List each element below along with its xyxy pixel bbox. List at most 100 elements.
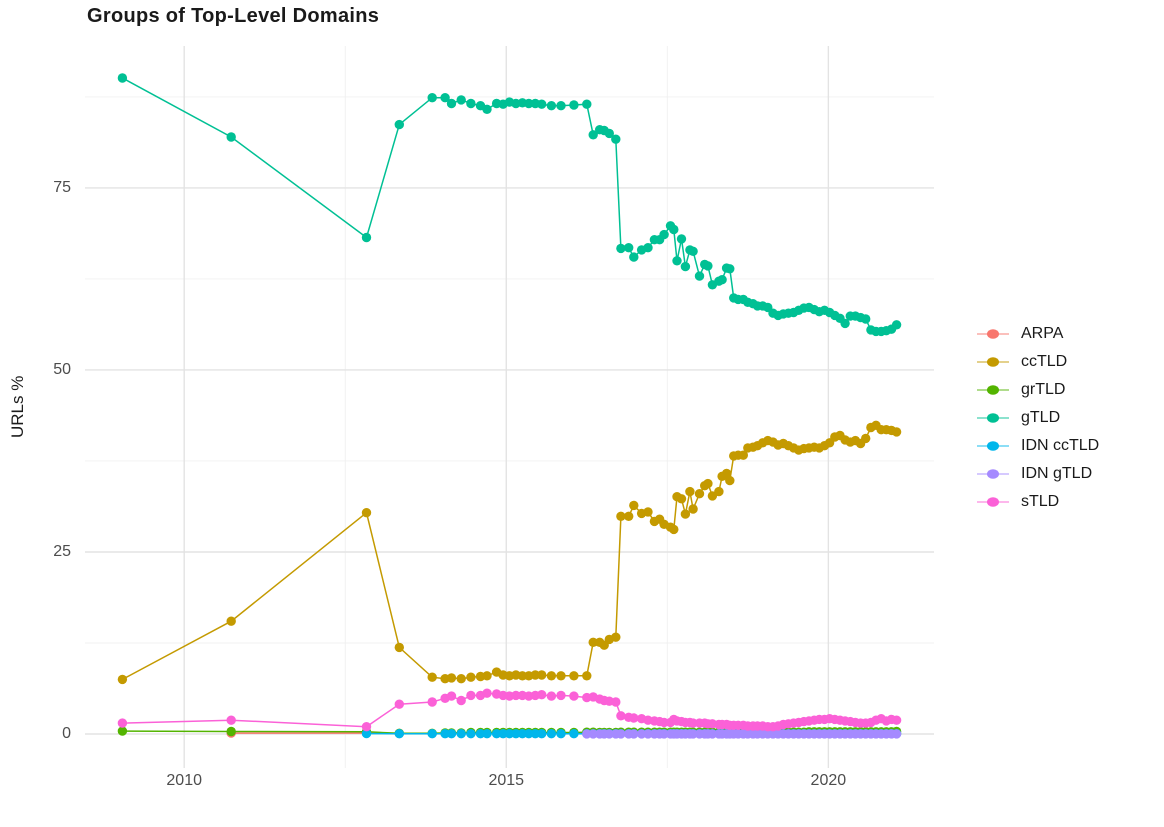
- data-point: [588, 637, 598, 647]
- legend-key-icon: [976, 381, 1010, 399]
- legend-item-gtld: gTLD: [976, 404, 1099, 432]
- data-point: [466, 98, 476, 109]
- legend-key-icon: [976, 493, 1010, 511]
- data-point: [117, 73, 128, 83]
- legend: ARPA ccTLD grTLD gTLD IDN ccTLD IDN gTLD sTLD: [976, 320, 1099, 516]
- legend-item-label: ARPA: [1021, 325, 1064, 342]
- data-point: [556, 671, 566, 681]
- data-point: [537, 729, 547, 739]
- data-point: [117, 718, 128, 728]
- data-point: [537, 690, 547, 700]
- data-point: [361, 722, 372, 732]
- data-point: [394, 699, 404, 709]
- data-point: [482, 729, 492, 739]
- data-point: [556, 690, 566, 701]
- data-point: [721, 468, 732, 479]
- data-point: [604, 128, 614, 139]
- data-point: [394, 119, 404, 130]
- data-point: [537, 99, 547, 109]
- data-point: [546, 691, 557, 701]
- data-point: [537, 670, 547, 680]
- legend-item-idn-gtld: IDN gTLD: [976, 460, 1099, 488]
- data-point: [482, 104, 492, 115]
- data-point: [629, 729, 639, 739]
- data-point: [680, 261, 691, 272]
- data-point: [456, 95, 466, 105]
- data-point: [680, 509, 691, 519]
- data-point: [643, 243, 653, 253]
- data-point: [427, 729, 437, 739]
- series-cctld: [117, 420, 902, 685]
- data-point: [688, 504, 698, 514]
- data-point: [672, 256, 682, 266]
- data-point: [629, 252, 639, 262]
- data-point: [556, 101, 566, 111]
- data-point: [361, 232, 372, 243]
- data-point: [226, 726, 236, 737]
- legend-item-label: IDN ccTLD: [1021, 437, 1100, 454]
- data-point: [643, 507, 653, 517]
- data-point: [703, 478, 713, 489]
- y-tick-label: 25: [53, 542, 71, 560]
- data-point: [611, 632, 621, 642]
- data-point: [117, 674, 128, 685]
- data-point: [546, 729, 557, 739]
- data-point: [861, 314, 871, 324]
- data-point: [475, 729, 486, 739]
- data-point: [703, 261, 713, 271]
- data-point: [582, 99, 592, 109]
- data-point: [725, 264, 735, 274]
- data-point: [226, 132, 236, 142]
- series-stld: [117, 688, 902, 732]
- legend-item-grtld: grTLD: [976, 376, 1099, 404]
- data-point: [688, 246, 698, 256]
- y-axis-label: URLs %: [8, 375, 27, 439]
- data-point: [725, 475, 735, 486]
- data-point: [427, 672, 437, 682]
- data-point: [694, 271, 705, 281]
- data-point: [714, 486, 724, 497]
- data-point: [738, 450, 748, 460]
- legend-item-label: ccTLD: [1021, 353, 1068, 370]
- data-point: [524, 729, 534, 739]
- legend-item-idn-cctld: IDN ccTLD: [976, 432, 1099, 460]
- legend-item-label: grTLD: [1021, 381, 1066, 398]
- data-point: [582, 671, 592, 681]
- y-tick-label: 75: [53, 178, 71, 196]
- data-point: [616, 511, 626, 521]
- data-point: [446, 673, 457, 683]
- data-point: [427, 93, 437, 103]
- data-point: [456, 695, 466, 706]
- data-point: [624, 511, 634, 521]
- series-idn-gtld: [582, 729, 902, 739]
- data-point: [891, 320, 902, 330]
- data-point: [717, 275, 727, 285]
- data-point: [624, 243, 634, 253]
- data-point: [556, 729, 566, 739]
- data-point: [482, 671, 492, 681]
- data-point: [491, 729, 502, 739]
- data-point: [466, 690, 476, 701]
- data-point: [117, 726, 128, 736]
- data-point: [588, 729, 598, 739]
- legend-item-stld: sTLD: [976, 488, 1099, 516]
- legend-key-icon: [976, 465, 1010, 483]
- legend-key-icon: [976, 353, 1010, 371]
- data-point: [676, 234, 687, 244]
- data-point: [446, 691, 457, 701]
- data-point: [891, 427, 902, 437]
- series-line: [122, 77, 898, 333]
- data-point: [226, 715, 236, 725]
- data-point: [511, 690, 521, 701]
- data-point: [569, 100, 579, 110]
- data-point: [616, 243, 626, 254]
- data-point: [659, 229, 669, 240]
- data-point: [861, 433, 871, 444]
- data-point: [226, 616, 236, 626]
- data-point: [611, 134, 621, 144]
- x-tick-label: 2010: [166, 772, 202, 789]
- data-point: [546, 671, 557, 681]
- data-point: [569, 691, 579, 701]
- data-point: [588, 130, 598, 140]
